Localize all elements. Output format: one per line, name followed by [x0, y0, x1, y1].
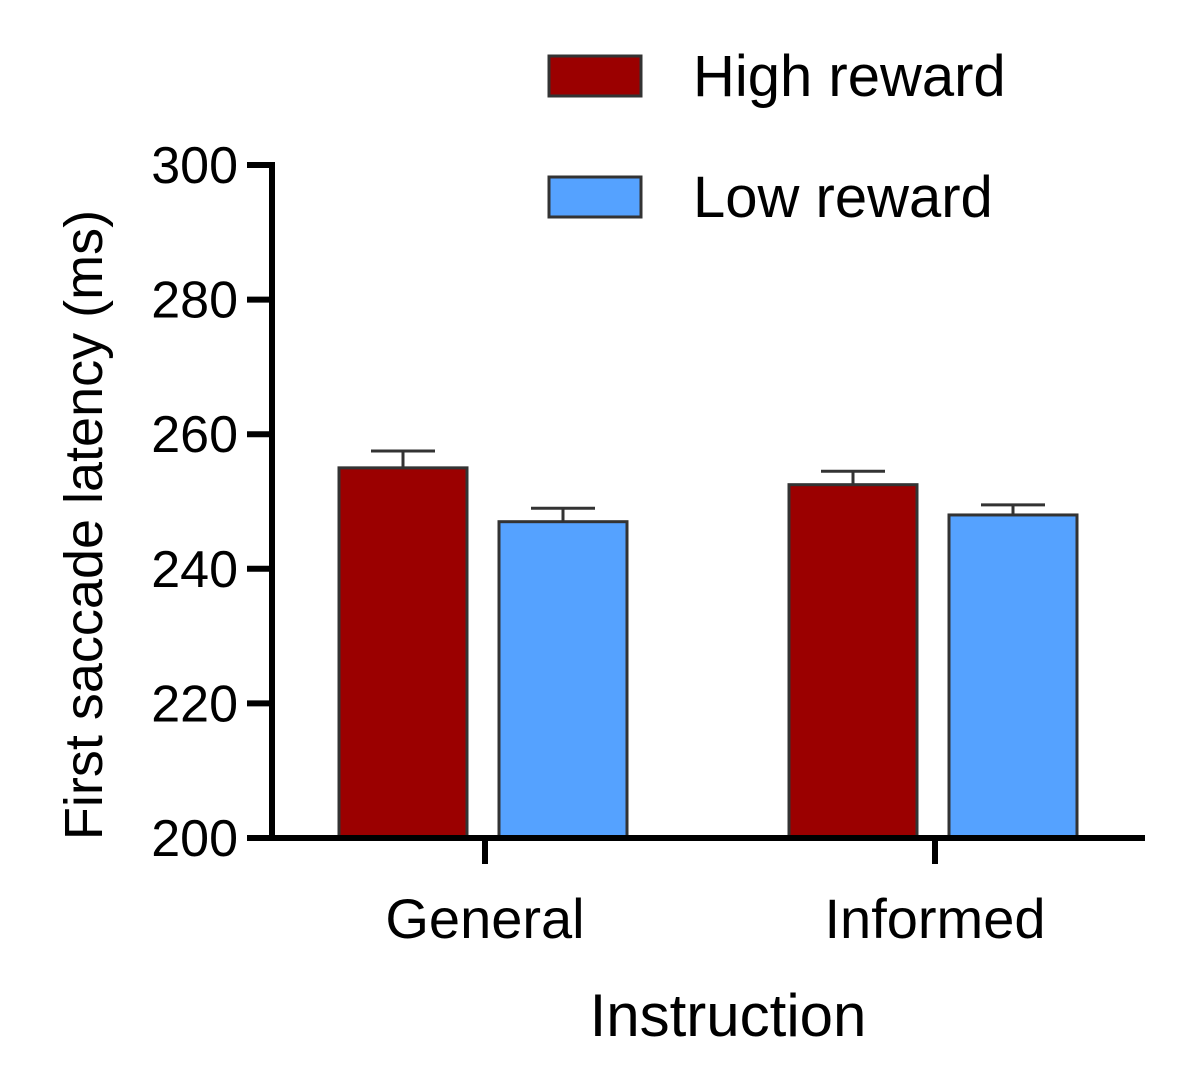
legend: High reward Low reward [547, 44, 1006, 230]
legend-label: High reward [693, 44, 1006, 109]
legend-swatch-low-reward [547, 175, 643, 219]
y-tick-label: 240 [151, 541, 238, 599]
y-tick-label: 220 [151, 675, 238, 733]
axes-layer: 200 220 240 260 280 300 General Informed [151, 137, 1145, 950]
bars-layer [337, 449, 1079, 840]
bar-general-high-reward [337, 466, 469, 840]
bar-general-low-reward [497, 520, 629, 840]
y-tick-label: 280 [151, 272, 238, 330]
y-tick-label: 200 [151, 810, 238, 868]
legend-swatch-high-reward [547, 54, 643, 98]
x-axis-label: Instruction [590, 982, 867, 1049]
y-axis-label: First saccade latency (ms) [54, 210, 114, 840]
y-tick-label: 260 [151, 406, 238, 464]
x-tick-label: Informed [825, 887, 1046, 950]
legend-label: Low reward [693, 165, 993, 230]
x-tick-label: General [385, 887, 584, 950]
bar-informed-low-reward [947, 513, 1079, 840]
bar-informed-high-reward [787, 483, 919, 840]
y-tick-label: 300 [151, 137, 238, 195]
